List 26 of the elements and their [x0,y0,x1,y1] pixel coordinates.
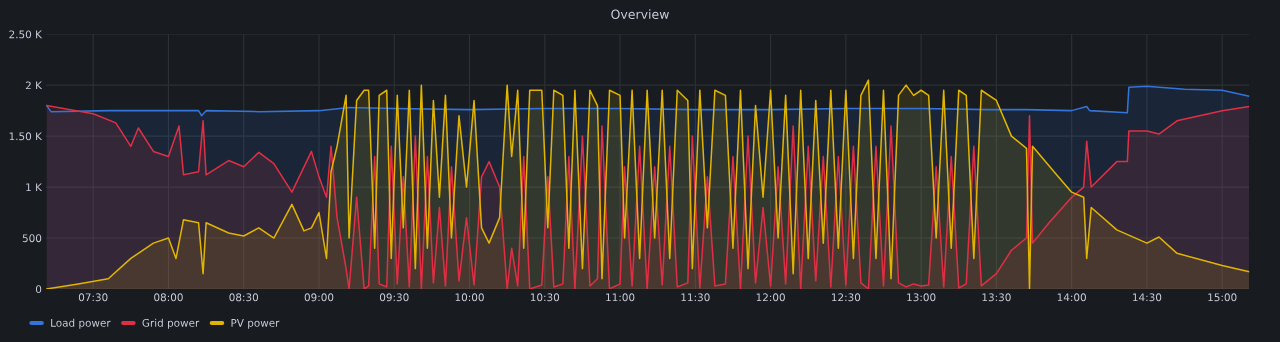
x-tick-label: 08:30 [229,293,259,302]
x-tick-label: 08:00 [154,293,183,302]
x-tick-label: 12:30 [831,293,861,302]
legend-label: Grid power [142,318,200,329]
legend-label: Load power [51,318,111,329]
y-tick-label: 2.50 K [9,30,43,39]
x-tick-label: 11:30 [681,293,710,302]
y-tick-label: 0 [35,285,42,294]
x-tick-label: 13:00 [907,293,936,302]
y-tick-label: 2 K [25,81,43,90]
x-tick-label: 10:30 [530,293,560,302]
x-tick-label: 15:00 [1208,293,1237,302]
y-tick-label: 1.50 K [9,132,43,141]
x-tick-label: 07:30 [78,293,108,302]
x-tick-label: 11:00 [606,293,635,302]
x-tick-label: 09:00 [304,293,334,302]
x-tick-label: 10:00 [455,293,484,302]
y-tick-label: 500 [22,234,42,243]
x-tick-label: 14:00 [1057,293,1086,302]
x-tick-label: 13:30 [982,293,1011,302]
legend-label: PV power [231,319,280,329]
x-tick-label: 14:30 [1133,293,1162,302]
y-tick-label: 1 K [26,183,43,192]
chart-title: Overview [611,9,669,20]
x-tick-label: 12:00 [756,293,785,302]
x-tick-label: 09:30 [379,293,409,302]
